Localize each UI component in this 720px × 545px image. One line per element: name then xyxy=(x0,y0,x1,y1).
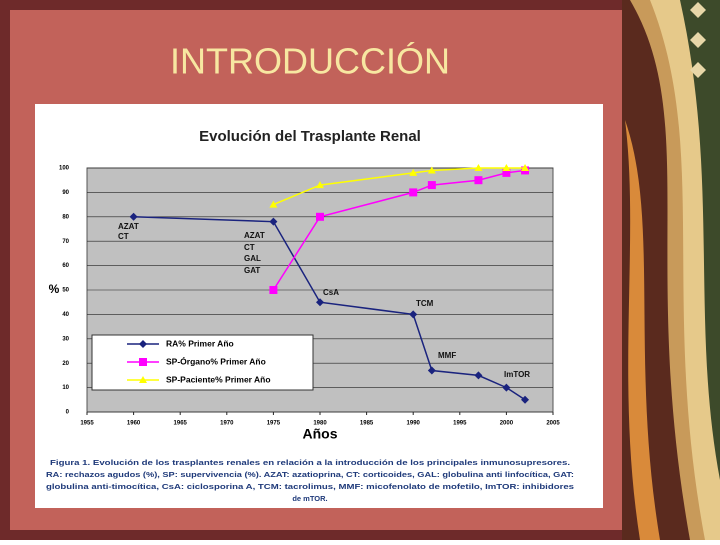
annotation: ImTOR xyxy=(504,370,530,379)
data-point xyxy=(316,181,324,189)
decor-strip xyxy=(622,0,720,540)
y-tick-label: 30 xyxy=(62,336,69,342)
data-point xyxy=(427,166,436,174)
slide-title: INTRODUCCIÓN xyxy=(170,41,450,82)
data-point xyxy=(474,176,483,185)
x-tick-label: 1990 xyxy=(407,421,421,427)
x-tick-label: 2005 xyxy=(546,421,560,427)
data-point xyxy=(474,371,483,380)
x-tick-label: 1970 xyxy=(220,421,234,427)
data-point xyxy=(269,217,278,226)
data-point xyxy=(269,286,278,294)
x-tick-label: 1975 xyxy=(267,421,281,427)
legend-marker xyxy=(139,376,147,383)
annotation: MMF xyxy=(438,351,456,360)
data-point xyxy=(474,164,483,171)
x-tick-label: 1955 xyxy=(80,421,94,427)
data-point xyxy=(521,395,530,404)
x-tick-label: 1960 xyxy=(127,421,141,427)
data-point xyxy=(521,164,530,171)
data-point xyxy=(409,168,418,176)
annotation: AZAT xyxy=(118,222,139,231)
caption-line: de mTOR. xyxy=(292,494,327,503)
caption-line: Figura 1. Evolución de los trasplantes r… xyxy=(50,458,570,467)
series-line xyxy=(133,216,526,401)
x-tick-label: 1995 xyxy=(453,421,467,427)
y-tick-label: 10 xyxy=(62,385,69,391)
y-tick-label: 60 xyxy=(62,263,69,269)
annotation: CsA xyxy=(323,288,339,297)
legend-marker xyxy=(139,358,147,366)
y-tick-label: 70 xyxy=(62,239,69,245)
caption-line: globulina anti-timocítica, CsA: ciclospo… xyxy=(46,482,574,491)
y-tick-label: 50 xyxy=(62,288,69,294)
x-tick-label: 1980 xyxy=(313,421,327,427)
y-tick-label: 100 xyxy=(59,166,70,172)
annotation: TCM xyxy=(416,299,434,308)
legend-label: RA% Primer Año xyxy=(166,338,234,348)
y-tick-label: 90 xyxy=(62,190,69,196)
annotation: AZAT xyxy=(244,231,265,240)
data-point xyxy=(269,200,278,208)
data-point xyxy=(316,298,324,307)
data-point xyxy=(427,366,436,375)
x-tick-label: 2000 xyxy=(500,421,514,427)
data-point xyxy=(502,164,511,171)
y-tick-label: 0 xyxy=(66,410,70,416)
chart-title: Evolución del Trasplante Renal xyxy=(199,128,421,145)
y-tick-label: 20 xyxy=(62,361,69,367)
data-point xyxy=(409,310,418,319)
y-tick-label: 80 xyxy=(62,214,69,220)
annotation: GAL xyxy=(244,254,261,263)
y-axis-label: % xyxy=(49,282,60,296)
x-tick-label: 1985 xyxy=(360,421,374,427)
legend-label: SP-Paciente% Primer Año xyxy=(166,374,271,384)
x-axis-label: Años xyxy=(303,426,338,442)
legend-marker xyxy=(139,340,147,348)
annotation: CT xyxy=(244,243,255,252)
annotation: GAT xyxy=(244,266,260,275)
y-tick-label: 40 xyxy=(62,312,69,318)
data-point xyxy=(502,383,511,392)
x-tick-label: 1965 xyxy=(174,421,188,427)
data-point xyxy=(316,212,324,221)
data-point xyxy=(129,212,138,221)
data-point xyxy=(427,181,436,190)
data-point xyxy=(409,188,418,197)
legend-label: SP-Órgano% Primer Año xyxy=(166,355,266,366)
annotation: CT xyxy=(118,232,129,241)
caption-line: RA: rechazos agudos (%), SP: supervivenc… xyxy=(46,470,574,479)
